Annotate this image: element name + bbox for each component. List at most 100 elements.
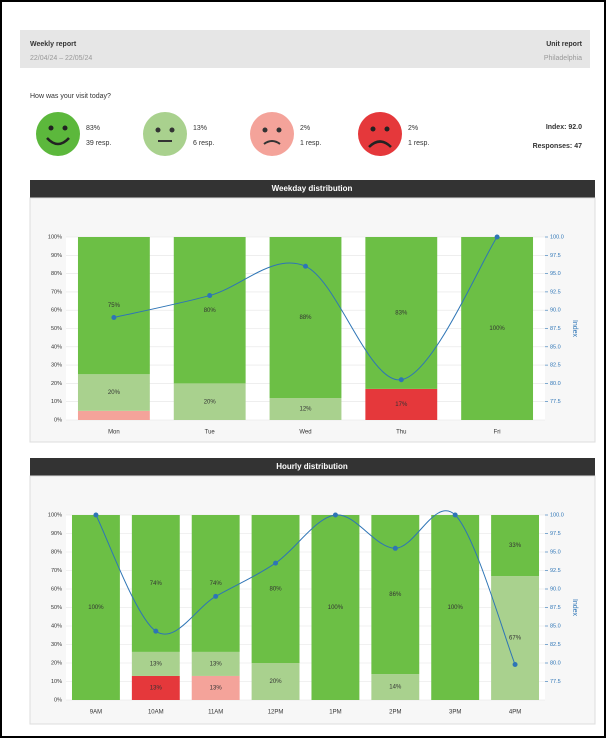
y-tick-label: 60% <box>51 308 62 314</box>
y-tick-label: 80% <box>51 549 62 555</box>
y2-tick-label: 77.5 <box>550 399 561 405</box>
index-point <box>452 512 458 518</box>
x-tick-label: Fri <box>494 430 501 436</box>
bar-segment <box>251 515 300 663</box>
value-label: 20% <box>204 399 217 405</box>
y2-tick-label: 85.0 <box>550 344 561 350</box>
y2-tick-label: 80.0 <box>550 660 561 666</box>
index-point <box>207 293 213 299</box>
y-tick-label: 60% <box>51 586 62 592</box>
option-responses: 39 resp. <box>86 140 111 147</box>
y-tick-label: 70% <box>51 289 62 295</box>
index-point <box>111 315 117 321</box>
x-tick-label: 12PM <box>268 710 284 716</box>
report-title: Weekly report <box>30 41 77 48</box>
y-tick-label: 100% <box>48 234 62 240</box>
y2-tick-label: 97.5 <box>550 531 561 537</box>
y2-tick-label: 90.0 <box>550 308 561 314</box>
value-label: 17% <box>395 402 408 408</box>
bar-segment <box>191 515 240 652</box>
x-tick-label: 4PM <box>509 710 521 716</box>
chart-title: Hourly distribution <box>276 462 348 471</box>
y2-tick-label: 100.0 <box>550 234 564 240</box>
value-label: 13% <box>150 662 163 668</box>
y2-tick-label: 95.0 <box>550 271 561 277</box>
x-tick-label: 11AM <box>208 710 223 716</box>
bar-segment <box>173 237 246 384</box>
y2-tick-label: 85.0 <box>550 623 561 629</box>
y2-tick-label: 80.0 <box>550 381 561 387</box>
y2-tick-label: 92.5 <box>550 568 561 574</box>
index-point <box>494 234 500 240</box>
x-tick-label: 10AM <box>148 710 164 716</box>
y-tick-label: 30% <box>51 363 62 369</box>
bar-segment <box>311 515 360 700</box>
unit-name: Philadelphia <box>544 55 582 62</box>
y2-tick-label: 87.5 <box>550 605 561 611</box>
y2-tick-label: 82.5 <box>550 642 561 648</box>
value-label: 12% <box>299 407 312 413</box>
bar-segment <box>173 383 246 420</box>
y-tick-label: 30% <box>51 642 62 648</box>
value-label: 20% <box>270 679 283 685</box>
value-label: 88% <box>299 315 312 321</box>
y2-axis-label: Index <box>571 320 578 338</box>
bar-segment <box>491 576 540 700</box>
value-label: 83% <box>395 311 408 317</box>
value-label: 100% <box>448 605 464 611</box>
y-tick-label: 90% <box>51 531 62 537</box>
bar-segment <box>191 651 240 676</box>
face-very-satisfied <box>36 112 80 156</box>
value-label: 13% <box>210 686 223 692</box>
face-very-dissatisfied <box>358 112 402 156</box>
option-percent: 2% <box>408 125 418 132</box>
header-bar <box>20 30 590 68</box>
chart-title: Weekday distribution <box>272 184 353 193</box>
value-label: 13% <box>210 662 223 668</box>
index-point <box>332 512 338 518</box>
bar-segment <box>77 237 150 375</box>
x-tick-label: Wed <box>299 430 311 436</box>
y-tick-label: 10% <box>51 399 62 405</box>
unit-title: Unit report <box>546 41 582 48</box>
face-dissatisfied <box>250 112 294 156</box>
y-tick-label: 80% <box>51 271 62 277</box>
index-point <box>273 560 279 566</box>
bar-segment <box>365 237 438 389</box>
bar-segment <box>77 410 150 420</box>
bar-segment <box>251 663 300 700</box>
bar-segment <box>131 651 180 676</box>
value-label: 86% <box>389 592 402 598</box>
index-point <box>392 545 398 551</box>
responses-summary: Responses: 47 <box>533 143 583 150</box>
index-point <box>512 661 518 667</box>
value-label: 100% <box>489 326 505 332</box>
index-point <box>213 593 219 599</box>
value-label: 33% <box>509 543 522 549</box>
bar-segment <box>491 515 540 577</box>
y-tick-label: 20% <box>51 381 62 387</box>
report-dates: 22/04/24 – 22/05/24 <box>30 55 92 62</box>
option-percent: 2% <box>300 125 310 132</box>
index-line <box>113 236 498 381</box>
option-responses: 1 resp. <box>300 140 321 147</box>
y-tick-label: 20% <box>51 660 62 666</box>
bar-segment <box>191 675 240 700</box>
x-tick-label: 3PM <box>449 710 461 716</box>
y-tick-label: 90% <box>51 253 62 259</box>
bar-segment <box>431 515 480 700</box>
y2-tick-label: 77.5 <box>550 679 561 685</box>
value-label: 100% <box>328 605 344 611</box>
y-tick-label: 50% <box>51 605 62 611</box>
y2-tick-label: 87.5 <box>550 326 561 332</box>
bar-segment <box>371 674 420 700</box>
y2-tick-label: 82.5 <box>550 363 561 369</box>
x-tick-label: Tue <box>205 430 216 436</box>
y2-tick-label: 92.5 <box>550 289 561 295</box>
y-tick-label: 0% <box>54 417 62 423</box>
x-tick-label: 1PM <box>329 710 341 716</box>
value-label: 74% <box>150 581 163 587</box>
value-label: 74% <box>210 581 223 587</box>
y-tick-label: 40% <box>51 344 62 350</box>
